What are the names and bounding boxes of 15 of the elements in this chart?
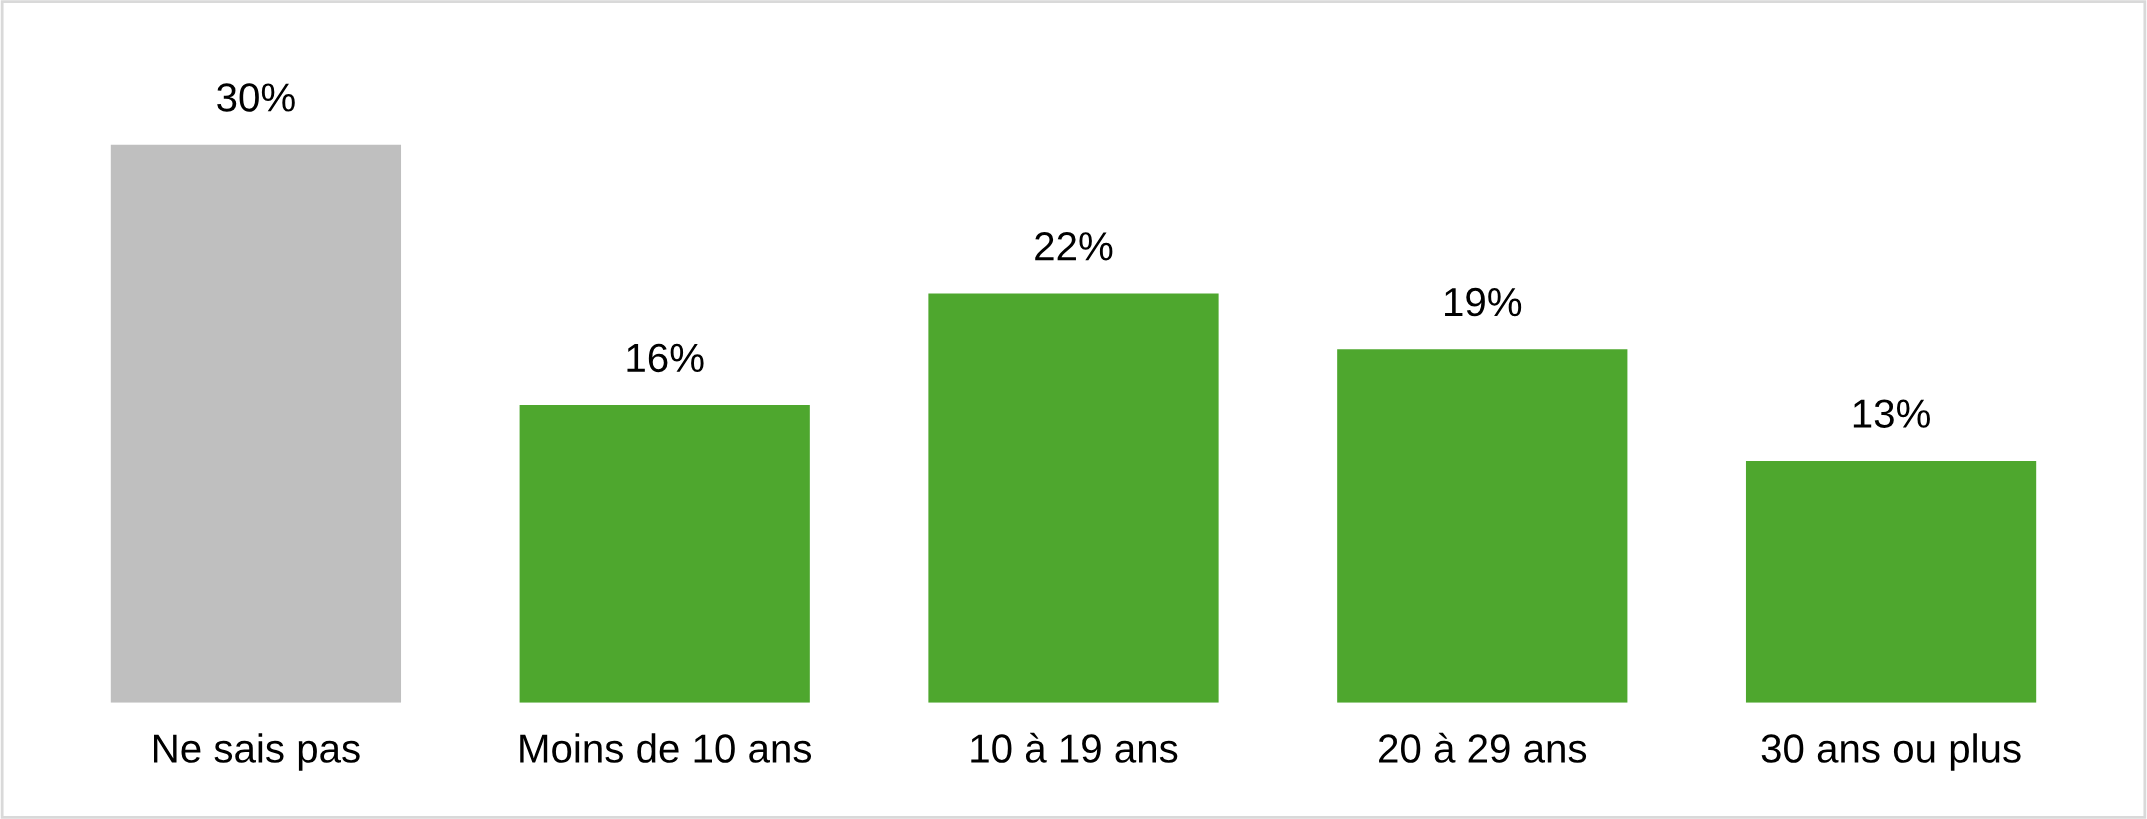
data-label: 30% (217, 83, 295, 112)
data-label: 22% (1035, 232, 1113, 261)
bar (1337, 349, 1628, 703)
bar (519, 405, 810, 703)
bar (110, 144, 402, 703)
data-label: 19% (1445, 287, 1522, 317)
x-tick-label: 30 ans ou plus (1761, 733, 2021, 771)
x-tick-label: Moins de 10 ans (520, 733, 812, 763)
bar (1745, 460, 2037, 703)
bar (928, 293, 1219, 703)
x-tick-label: Ne sais pas (154, 733, 360, 771)
data-label: 16% (627, 343, 704, 373)
data-label: 13% (1853, 399, 1930, 428)
x-tick-label: 10 à 19 ans (971, 732, 1178, 763)
x-tick-label: 20 à 29 ans (1379, 732, 1587, 763)
